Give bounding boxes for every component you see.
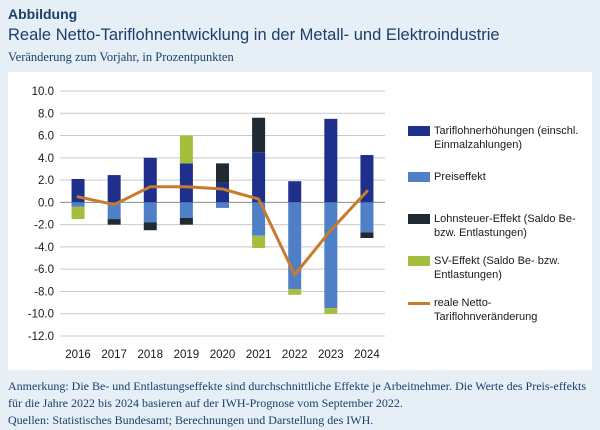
y-tick-label: 4.0 [38,153,54,165]
y-tick-label: -2.0 [34,220,54,232]
y-tick-label: 10.0 [32,86,54,98]
legend-label-tarif: Tariflohnerhöhungen (einschl. Einmalzahl… [434,125,579,151]
legend-swatch-sv [408,256,430,266]
bar-lohnsteuer [179,217,193,225]
legend-label-real: reale Netto-Tariflohnveränderung [434,297,538,323]
footnotes: Anmerkung: Die Be- und Entlastungseffekt… [8,378,592,429]
bar-preis [143,202,157,223]
chart-panel: 10.0 8.0 6.0 4.0 2.0 0.0 -2.0 -4.0 -6.0 -8.0 -10.0… [8,72,592,370]
legend-label-lohnsteuer: Lohnsteuer-Effekt (Saldo Be- bzw. Entlas… [434,213,576,239]
chart-subtitle: Veränderung zum Vorjahr, in Prozentpunkt… [8,50,234,64]
legend-item-sv: SV-Effekt (Saldo Be- bzw. Entlastungen) [408,254,594,282]
bar-tarif [216,182,229,203]
sources-note: Quellen: Statistisches Bundesamt; Berech… [8,413,374,427]
y-tick-label: -12.0 [28,331,54,343]
bar-sv [179,135,193,164]
bar-lohnsteuer [252,117,266,153]
x-tick-label: 2021 [246,349,272,361]
chart-svg: 10.0 8.0 6.0 4.0 2.0 0.0 -2.0 -4.0 -6.0 -8.0 -10.0… [28,86,385,361]
chart-title: Reale Netto-Tariflohnentwicklung in der … [8,26,500,44]
legend-swatch-lohnsteuer [408,214,430,224]
bar-lohnsteuer [360,232,374,238]
y-tick-label: 8.0 [38,108,54,120]
eyebrow-label: Abbildung [8,6,78,22]
x-tick-label: 2016 [65,349,91,361]
legend-item-real: reale Netto-Tariflohnveränderung [408,296,594,324]
legend-item-lohnsteuer: Lohnsteuer-Effekt (Saldo Be- bzw. Entlas… [408,212,594,240]
bar-preis [107,202,121,220]
x-tick-label: 2017 [101,349,127,361]
bar-tarif [143,157,157,203]
y-tick-label: -8.0 [34,286,54,298]
bar-tarif [179,163,193,203]
bar-sv [252,235,266,249]
legend-swatch-real [408,302,430,305]
legend-label-preis: Preiseffekt [434,171,486,183]
x-tick-label: 2018 [137,349,163,361]
legend-swatch-tarif [408,126,430,136]
bar-preis [71,202,85,207]
bar-preis [324,202,338,309]
y-tick-label: 6.0 [38,131,54,143]
bar-sv [288,289,302,295]
bar-lohnsteuer [107,219,121,225]
bar-tarif [360,155,374,203]
bar-tarif [324,118,338,203]
remark-note: Anmerkung: Die Be- und Entlastungseffekt… [8,379,586,410]
x-tick-label: 2023 [318,349,344,361]
bar-preis [360,202,374,233]
x-tick-label: 2022 [282,349,308,361]
bar-lohnsteuer [143,222,157,231]
legend-label-sv: SV-Effekt (Saldo Be- bzw. Entlastungen) [434,255,560,281]
bar-preis [252,202,266,236]
bar-tarif [252,152,266,203]
y-tick-label: -10.0 [28,309,54,321]
legend-item-preis: Preiseffekt [408,170,594,184]
bar-lohnsteuer [216,163,229,183]
y-tick-label: 0.0 [38,197,54,209]
bar-tarif [107,175,121,203]
x-tick-label: 2019 [174,349,200,361]
x-tick-label: 2020 [210,349,236,361]
bar-sv [71,206,85,220]
bar-tarif [288,181,302,203]
bar-sv [324,308,338,314]
bar-preis [179,202,193,218]
legend-swatch-preis [408,172,430,182]
x-tick-label: 2024 [354,349,380,361]
y-tick-label: -6.0 [34,264,54,276]
series-line-real [76,185,369,277]
legend-item-tarif: Tariflohnerhöhungen (einschl. Einmalzahl… [408,124,594,152]
y-tick-label: -4.0 [34,242,54,254]
bar-preis [216,202,229,208]
y-tick-label: 2.0 [38,175,54,187]
